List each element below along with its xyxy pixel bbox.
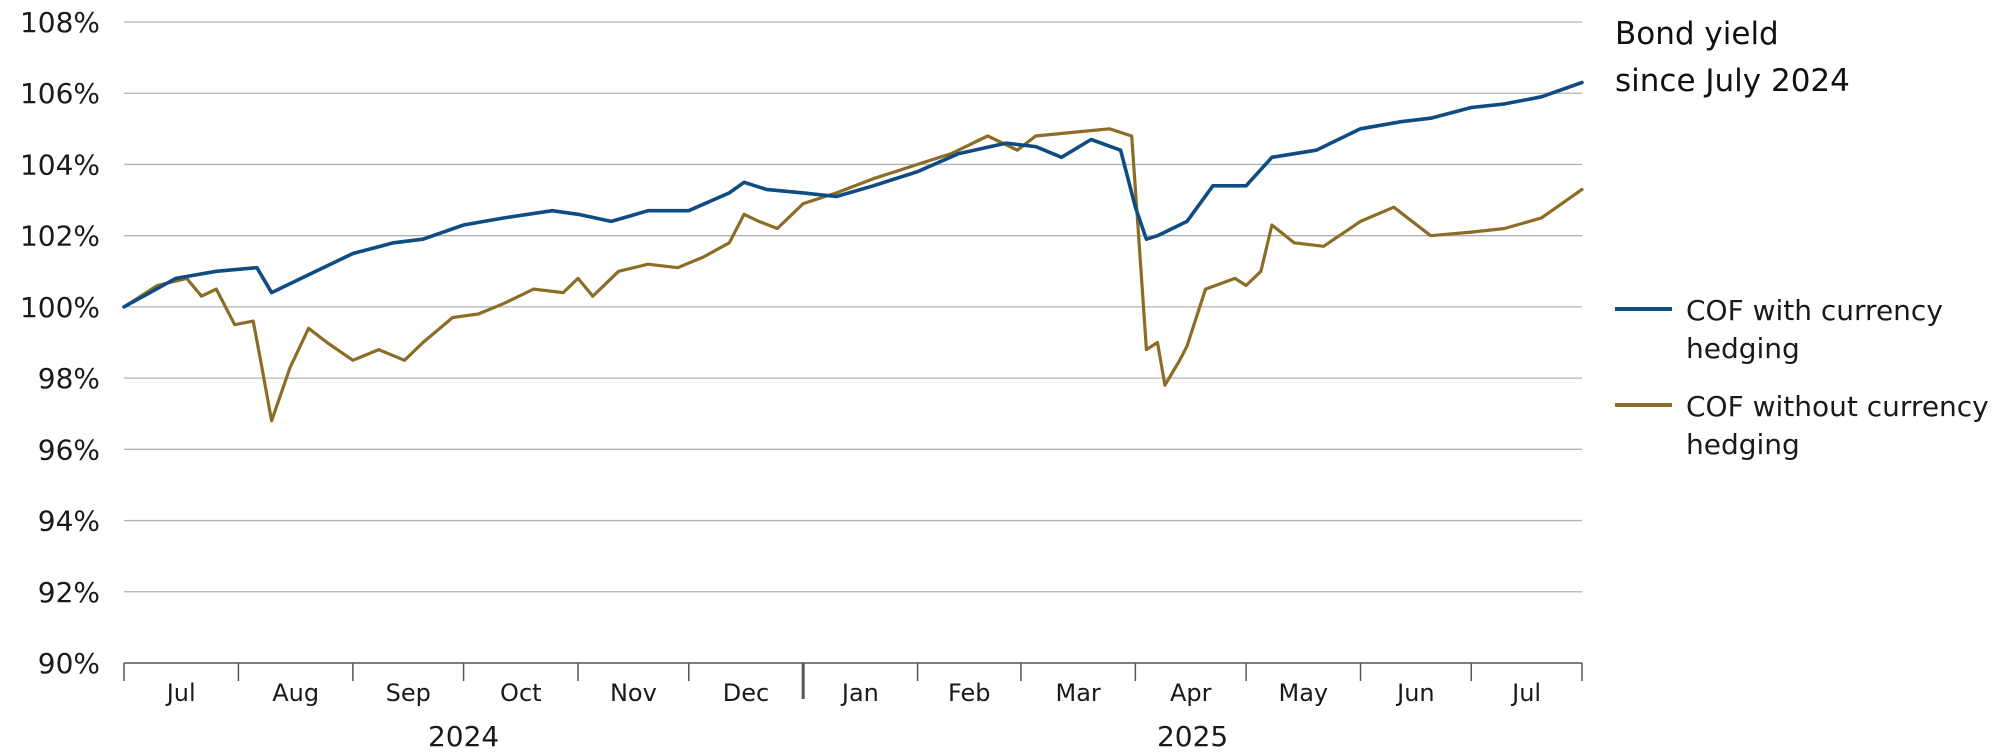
x-month-label: Nov [610, 679, 657, 707]
series-line-unhedged [122, 127, 1584, 423]
chart-title-line-1: Bond yield [1615, 16, 1779, 52]
x-month-label: Jan [840, 679, 879, 707]
x-month-label: Aug [272, 679, 319, 707]
y-tick-label: 92% [38, 576, 100, 609]
y-tick-label: 106% [20, 77, 100, 110]
x-month-label: Oct [500, 679, 542, 707]
legend-item-hedged: COF with currency hedging [1615, 294, 1943, 365]
legend-item-unhedged: COF without currency hedging [1615, 390, 1989, 461]
y-tick-label: 98% [38, 362, 100, 395]
series-lines [122, 80, 1584, 423]
x-year-label: 2024 [428, 720, 499, 753]
x-month-label: Feb [948, 679, 991, 707]
y-tick-label: 100% [20, 291, 100, 324]
x-month-label: Jun [1395, 679, 1435, 707]
y-axis-tick-labels: 90% 92% 94% 96% 98% 100% 102% 104% 106% 108% [20, 6, 100, 680]
legend-label-unhedged-line-2: hedging [1686, 428, 1800, 461]
gridlines [124, 21, 1582, 593]
y-tick-label: 96% [38, 433, 100, 466]
legend-label-hedged-line-2: hedging [1686, 332, 1800, 365]
x-month-label: May [1279, 679, 1329, 707]
y-tick-label: 94% [38, 505, 100, 538]
x-month-label: Mar [1056, 679, 1101, 707]
legend: COF with currency hedging COF without cu… [1615, 294, 1989, 461]
series-line-hedged [122, 80, 1584, 309]
y-tick-label: 108% [20, 6, 100, 39]
x-month-label: Jul [1510, 679, 1541, 707]
y-tick-label: 90% [38, 647, 100, 680]
x-month-label: Sep [386, 679, 431, 707]
x-month-label: Dec [723, 679, 769, 707]
legend-label-unhedged-line-1: COF without currency [1686, 390, 1989, 423]
y-tick-label: 104% [20, 148, 100, 181]
legend-label-hedged-line-1: COF with currency [1686, 294, 1943, 327]
chart-title: Bond yield since July 2024 [1615, 16, 1850, 99]
x-axis: Jul Aug Sep Oct Nov Dec Jan Feb Mar Apr May Jun Jul 2… [123, 662, 1583, 753]
x-year-label: 2025 [1157, 720, 1228, 753]
x-month-label: Jul [165, 679, 196, 707]
x-month-label: Apr [1170, 679, 1212, 707]
chart-title-line-2: since July 2024 [1615, 63, 1850, 99]
y-tick-label: 102% [20, 220, 100, 253]
